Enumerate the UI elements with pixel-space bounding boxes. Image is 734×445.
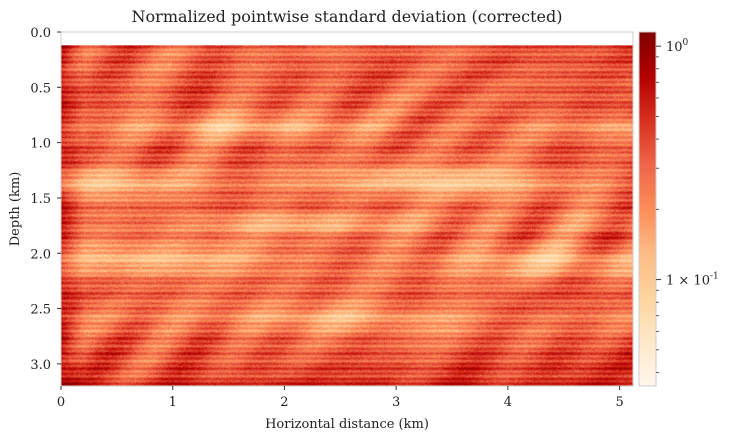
y-tick-label: 3.0 xyxy=(30,358,51,373)
plot-frame xyxy=(60,31,634,387)
y-tick-label: 0.0 xyxy=(30,26,51,41)
x-axis-label: Horizontal distance (km) xyxy=(265,417,429,432)
x-tick-label: 0 xyxy=(57,395,65,410)
x-tick-label: 5 xyxy=(615,395,623,410)
y-tick-label: 1.5 xyxy=(30,192,51,207)
x-tick-label: 2 xyxy=(280,395,288,410)
colorbar: 100 1 × 10-1 xyxy=(638,31,719,387)
x-tick-label: 3 xyxy=(392,395,400,410)
x-tick-label: 1 xyxy=(169,395,177,410)
y-tick-label: 1.0 xyxy=(30,137,51,152)
heatmap-image xyxy=(61,45,633,387)
colorbar-tick-label: 1 × 10-1 xyxy=(666,272,719,289)
y-axis-label: Depth (km) xyxy=(8,172,23,247)
y-tick-label: 2.5 xyxy=(30,303,51,318)
colorbar-tick-label: 100 xyxy=(666,38,689,55)
plot-area: 0 1 2 3 4 5 0.0 0.5 1.0 1.5 2.0 2.5 3.0 xyxy=(30,26,634,410)
colorbar-gradient xyxy=(638,31,657,387)
chart-title: Normalized pointwise standard deviation … xyxy=(132,7,563,26)
y-tick-label: 0.5 xyxy=(30,81,51,96)
y-tick-label: 2.0 xyxy=(30,247,51,262)
x-tick-label: 4 xyxy=(504,395,512,410)
